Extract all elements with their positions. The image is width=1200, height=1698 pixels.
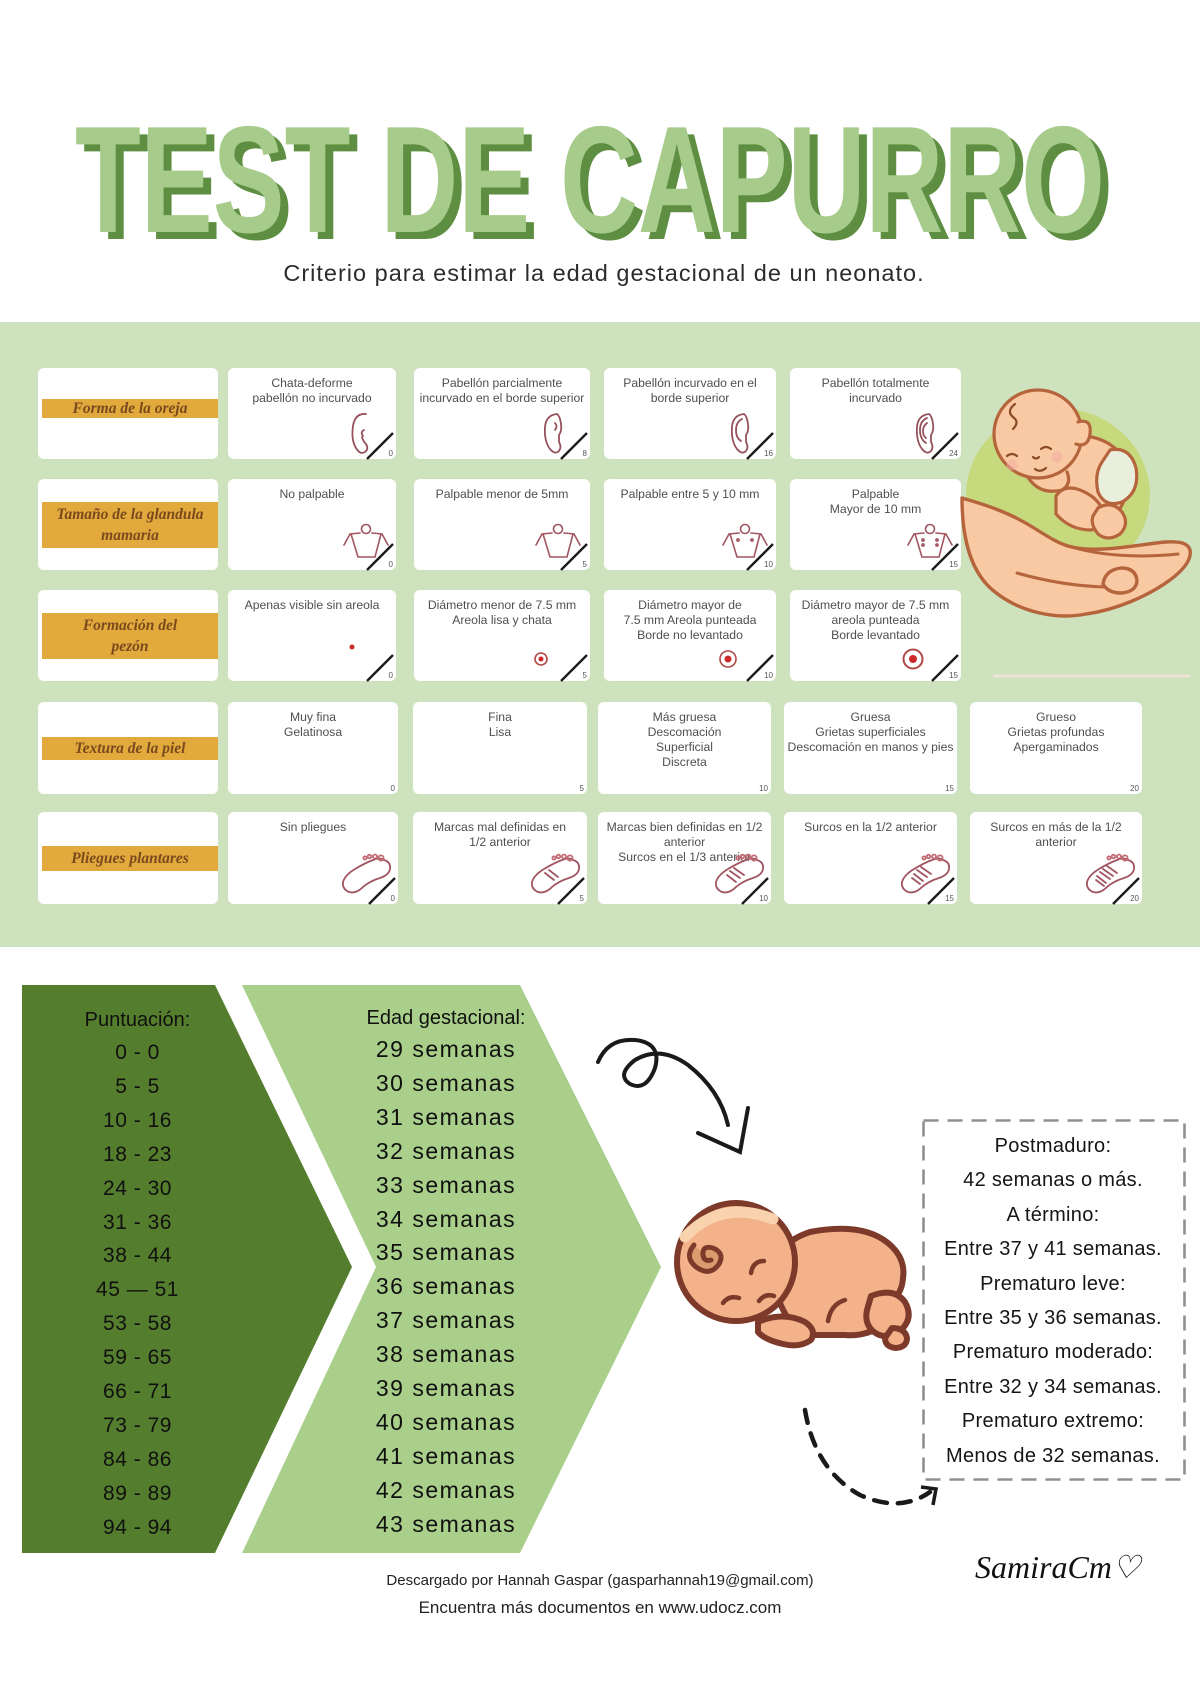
svg-text:TEST DE CAPURRO: TEST DE CAPURRO bbox=[83, 102, 1113, 272]
svg-text:TEST DE CAPURRO: TEST DE CAPURRO bbox=[75, 95, 1105, 265]
svg-text:Criterio para estimar la edad: Criterio para estimar la edad gestaciona… bbox=[283, 260, 924, 286]
